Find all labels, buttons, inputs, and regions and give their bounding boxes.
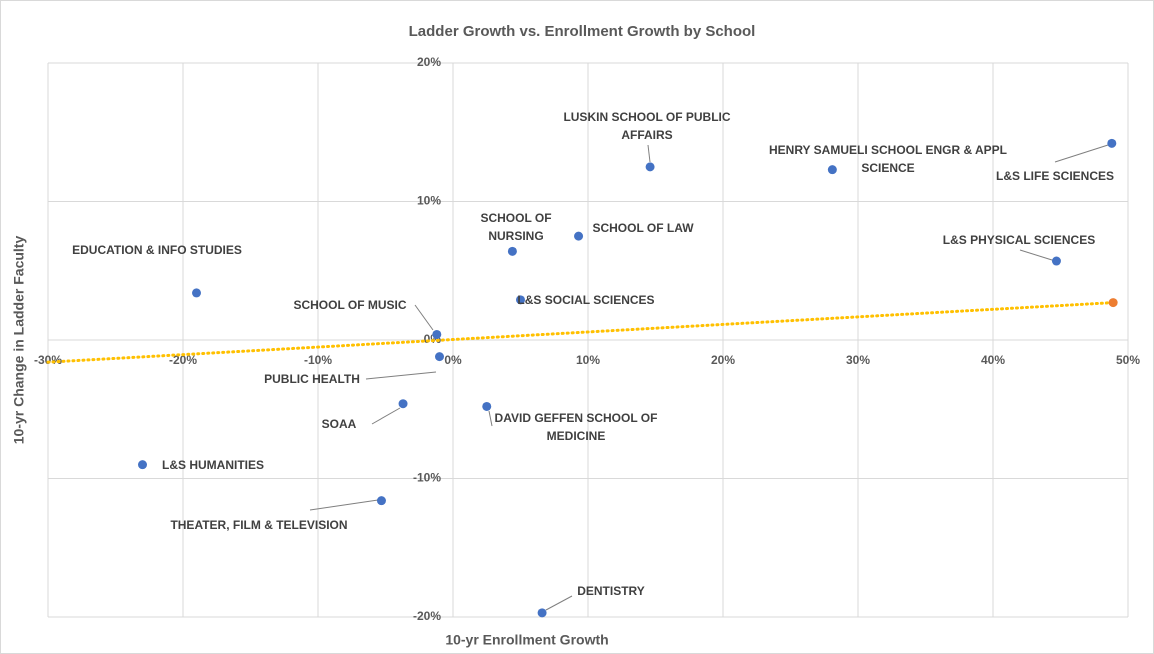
point xyxy=(574,231,584,241)
x-tick-label: 0% xyxy=(444,353,462,367)
point-label: L&S LIFE SCIENCES xyxy=(995,169,1114,183)
y-axis-title: 10-yr Change in Ladder Faculty xyxy=(11,236,27,445)
point-label: SOAA xyxy=(321,417,357,431)
y-tick-label: -10% xyxy=(413,471,441,485)
point xyxy=(1107,138,1117,148)
point-label: SCHOOL OF NURSING xyxy=(480,211,552,243)
leader-line xyxy=(1054,144,1109,163)
point xyxy=(376,496,386,506)
leader-line xyxy=(309,499,379,511)
leader-line xyxy=(488,410,493,427)
point-label: EDUCATION & INFO STUDIES xyxy=(72,243,242,257)
x-tick-label: 20% xyxy=(711,353,735,367)
point xyxy=(516,295,525,305)
point-label: HENRY SAMUELI SCHOOL ENGR & APPL SCIENCE xyxy=(768,143,1008,175)
point xyxy=(398,399,408,409)
point xyxy=(1051,256,1061,266)
trendline xyxy=(46,301,1115,364)
point-label: THEATER, FILM & TELEVISION xyxy=(170,518,348,532)
x-tick-label: -10% xyxy=(304,353,332,367)
y-tick-label: -20% xyxy=(413,609,441,623)
leader-line xyxy=(414,304,434,331)
point xyxy=(482,401,492,411)
y-tick-label: 20% xyxy=(417,55,441,69)
point xyxy=(435,352,444,362)
x-axis-title: 10-yr Enrollment Growth xyxy=(445,632,608,648)
point-label: SCHOOL OF MUSIC xyxy=(293,298,407,312)
point xyxy=(507,246,517,256)
x-tick-label: 10% xyxy=(576,353,600,367)
point-label: DAVID GEFFEN SCHOOL OF MEDICINE xyxy=(494,411,658,443)
point xyxy=(138,460,147,470)
point xyxy=(192,288,201,298)
point-label: PUBLIC HEALTH xyxy=(264,372,360,386)
point xyxy=(432,329,442,339)
point-label: LUSKIN SCHOOL OF PUBLIC AFFAIRS xyxy=(563,110,731,142)
point-label: SCHOOL OF LAW xyxy=(592,221,694,235)
x-tick-label: 30% xyxy=(846,353,870,367)
leader-line xyxy=(545,595,573,611)
leader-line xyxy=(1019,249,1053,261)
point-label: L&S HUMANITIES xyxy=(162,458,264,472)
x-tick-label: 50% xyxy=(1116,353,1140,367)
leader-line xyxy=(365,371,437,380)
point-label: DENTISTRY xyxy=(577,584,645,598)
x-tick-label: -30% xyxy=(34,353,62,367)
point xyxy=(537,608,547,618)
point xyxy=(1108,298,1118,308)
leader-line xyxy=(647,144,651,163)
point xyxy=(645,162,655,172)
point-label: L&S PHYSICAL SCIENCES xyxy=(942,233,1096,247)
point xyxy=(827,165,837,175)
y-tick-label: 10% xyxy=(417,194,441,208)
x-tick-label: 40% xyxy=(981,353,1005,367)
chart-title: Ladder Growth vs. Enrollment Growth by S… xyxy=(409,23,756,40)
x-tick-label: -20% xyxy=(169,353,197,367)
leader-line xyxy=(371,407,401,425)
point-label: L&S SOCIAL SCIENCES xyxy=(517,293,655,307)
